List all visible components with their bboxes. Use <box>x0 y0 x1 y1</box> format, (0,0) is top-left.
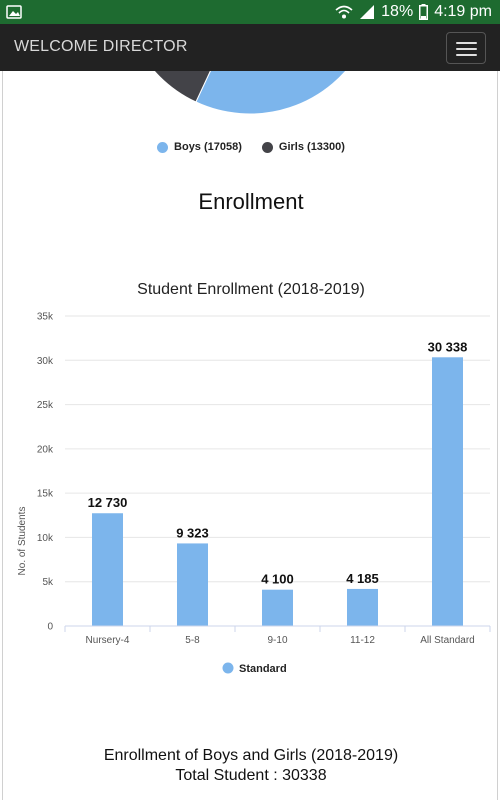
gender-enrollment-heading: Enrollment of Boys and Girls (2018-2019) <box>103 747 399 764</box>
bar[interactable] <box>262 589 293 626</box>
hamburger-menu-icon <box>456 54 477 56</box>
data-label: 30 338 <box>428 339 468 354</box>
legend-label-standard: Standard <box>239 663 287 675</box>
bar[interactable] <box>347 588 378 626</box>
x-tick-label: 5-8 <box>185 635 200 646</box>
app-title: WELCOME DIRECTOR <box>14 38 188 55</box>
x-axis: Nursery-4 5-8 9-10 11-12 All Standard <box>64 625 491 646</box>
status-bar: 18% 4:19 pm <box>0 0 500 24</box>
total-students: Total Student : 30338 <box>175 767 327 784</box>
pie-legend: Boys (17058) Girls (13300) <box>3 141 497 153</box>
y-axis-label: No. of Students <box>17 507 28 576</box>
bar-legend[interactable]: Standard <box>222 662 287 676</box>
gender-pie-chart <box>3 71 497 131</box>
legend-label-boys: Boys (17058) <box>174 141 242 153</box>
battery-percent: 18% <box>381 3 414 20</box>
data-label: 12 730 <box>88 495 128 510</box>
y-tick-label: 0 <box>47 622 53 633</box>
x-tick-label: 9-10 <box>267 635 287 646</box>
gender-enrollment-title: Enrollment of Boys and Girls (2018-2019)… <box>3 746 497 786</box>
chart-title: Student Enrollment (2018-2019) <box>137 281 365 298</box>
app-bar: WELCOME DIRECTOR <box>0 24 500 71</box>
image-icon <box>6 5 22 19</box>
data-label: 4 185 <box>346 571 379 586</box>
bar[interactable] <box>92 513 123 626</box>
x-tick-label: Nursery-4 <box>86 635 130 646</box>
legend-item-boys[interactable]: Boys (17058) <box>157 141 242 153</box>
data-labels: 12 730 9 323 4 100 4 185 30 338 <box>88 339 468 586</box>
clock: 4:19 pm <box>434 3 492 20</box>
pie-slice-girls[interactable] <box>134 71 250 103</box>
data-label: 9 323 <box>176 525 209 540</box>
hamburger-menu-button[interactable] <box>446 32 486 64</box>
pie-slice-boys[interactable] <box>195 71 362 115</box>
legend-dot-standard <box>222 662 234 674</box>
y-tick-label: 20k <box>37 444 54 455</box>
legend-item-girls[interactable]: Girls (13300) <box>261 141 345 153</box>
legend-label-girls: Girls (13300) <box>278 141 345 153</box>
hamburger-menu-icon <box>456 48 477 50</box>
bar[interactable] <box>177 543 208 626</box>
data-label: 4 100 <box>261 572 294 587</box>
bars <box>92 357 463 626</box>
y-tick-labels: 0 5k 10k 15k 20k 25k 30k 35k <box>37 312 54 633</box>
y-tick-label: 35k <box>37 312 54 323</box>
bar[interactable] <box>432 357 463 626</box>
section-title: Enrollment <box>198 189 304 214</box>
dashboard-content: Boys (17058) Girls (13300) Enrollment St… <box>2 71 498 800</box>
x-tick-label: 11-12 <box>350 635 375 646</box>
signal-icon <box>360 5 375 19</box>
battery-icon <box>419 4 429 20</box>
hamburger-menu-icon <box>456 42 477 44</box>
y-tick-label: 15k <box>37 489 54 500</box>
enrollment-bar-chart: Student Enrollment (2018-2019) No. of St… <box>17 281 491 676</box>
y-tick-label: 30k <box>37 356 54 367</box>
legend-dot-boys <box>157 141 169 153</box>
y-tick-label: 25k <box>37 400 54 411</box>
status-right: 18% 4:19 pm <box>335 0 492 24</box>
wifi-icon <box>335 5 353 19</box>
x-tick-label: All Standard <box>420 635 474 646</box>
legend-dot-girls <box>261 141 273 153</box>
y-tick-label: 10k <box>37 533 54 544</box>
y-tick-label: 5k <box>42 577 54 588</box>
